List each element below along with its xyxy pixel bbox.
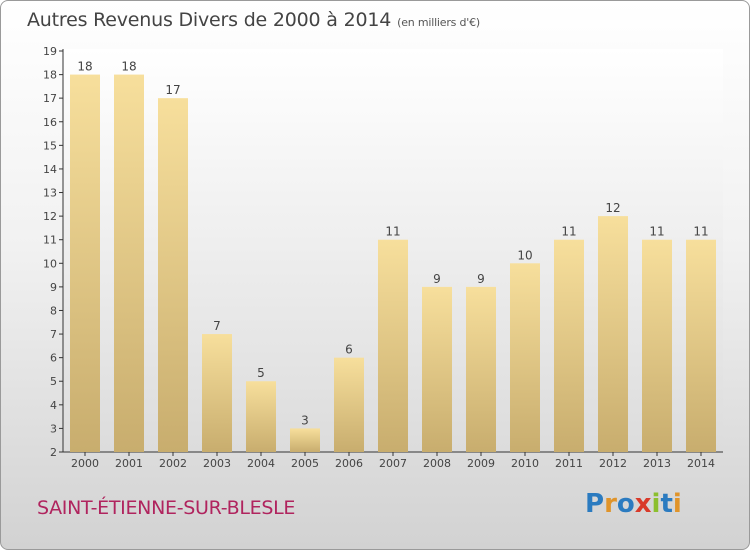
bar-value-label: 3 (301, 413, 309, 427)
bar (378, 239, 408, 452)
y-tick-label: 12 (43, 210, 57, 223)
y-axis: 2 3 4 5 6 7 8 9 10 11 12 13 14 15 16 17 18 19 (43, 45, 64, 459)
bar (158, 98, 188, 453)
logo-letter: i (651, 489, 661, 519)
bar (334, 357, 364, 452)
y-tick-label: 6 (50, 352, 57, 365)
x-tick-label: 2012 (599, 457, 627, 470)
x-axis: 2000 2001 2002 2003 2004 2005 2006 2007 2008 2009… (63, 451, 723, 470)
bar (510, 263, 540, 452)
bar-value-label: 6 (345, 343, 353, 357)
bar (686, 239, 716, 452)
x-tick-label: 2013 (643, 457, 671, 470)
y-tick-label: 7 (50, 328, 57, 341)
x-tick-label: 2010 (511, 457, 539, 470)
bar-value-label: 11 (693, 225, 708, 239)
y-tick-label: 4 (50, 399, 57, 412)
y-tick-label: 19 (43, 45, 57, 58)
logo-letter: i (672, 489, 682, 519)
bar-value-label: 11 (649, 225, 664, 239)
x-tick-label: 2008 (423, 457, 451, 470)
y-tick-label: 15 (43, 139, 57, 152)
proxiti-logo[interactable]: Proxiti (585, 489, 682, 519)
bar-value-label: 10 (517, 248, 532, 262)
bar (554, 239, 584, 452)
chart-title: Autres Revenus Divers de 2000 à 2014 (en … (27, 9, 480, 31)
bar-value-label: 11 (561, 225, 576, 239)
y-tick-label: 13 (43, 187, 57, 200)
y-tick-label: 17 (43, 92, 57, 105)
bar-value-label: 12 (605, 201, 620, 215)
bar (114, 74, 144, 453)
bar (290, 428, 320, 452)
y-tick-label: 2 (50, 446, 57, 459)
y-tick-label: 16 (43, 116, 57, 129)
y-tick-label: 18 (43, 69, 57, 82)
bar-value-label: 17 (165, 83, 180, 97)
bar (598, 216, 628, 452)
bar-value-label: 9 (433, 272, 441, 286)
y-tick-label: 11 (43, 234, 57, 247)
bar (246, 381, 276, 452)
commune-name: SAINT-ÉTIENNE-SUR-BLESLE (37, 497, 296, 519)
y-tick-label: 8 (50, 304, 57, 317)
chart-title-text: Autres Revenus Divers de 2000 à 2014 (27, 9, 392, 31)
x-tick-label: 2003 (203, 457, 231, 470)
bar-value-label: 18 (121, 60, 136, 74)
bar (642, 239, 672, 452)
x-tick-label: 2014 (687, 457, 715, 470)
x-tick-label: 2007 (379, 457, 407, 470)
bar (422, 286, 452, 452)
x-tick-label: 2009 (467, 457, 495, 470)
bar-value-label: 7 (213, 319, 221, 333)
logo-letter: r (604, 489, 617, 519)
bar (202, 334, 232, 452)
bar-value-label: 11 (385, 225, 400, 239)
y-tick-label: 10 (43, 257, 57, 270)
logo-letter: P (585, 489, 605, 519)
y-tick-label: 9 (50, 281, 57, 294)
bar-value-label: 5 (257, 366, 265, 380)
logo-letter: t (660, 489, 673, 519)
x-tick-label: 2001 (115, 457, 143, 470)
y-tick-label: 14 (43, 163, 57, 176)
bar (466, 286, 496, 452)
x-tick-label: 2004 (247, 457, 275, 470)
bar-value-label: 18 (77, 60, 92, 74)
logo-letter: x (634, 489, 652, 519)
x-tick-label: 2011 (555, 457, 583, 470)
x-tick-label: 2005 (291, 457, 319, 470)
y-tick-label: 3 (50, 422, 57, 435)
bar (70, 74, 100, 453)
x-tick-label: 2002 (159, 457, 187, 470)
bar-value-label: 9 (477, 272, 485, 286)
x-tick-label: 2000 (71, 457, 99, 470)
logo-letter: o (616, 489, 635, 519)
x-tick-label: 2006 (335, 457, 363, 470)
y-tick-label: 5 (50, 375, 57, 388)
bars: 18 18 17 7 5 3 6 11 9 9 10 11 12 11 11 (70, 60, 716, 453)
chart-unit: (en milliers d'€) (397, 16, 481, 29)
